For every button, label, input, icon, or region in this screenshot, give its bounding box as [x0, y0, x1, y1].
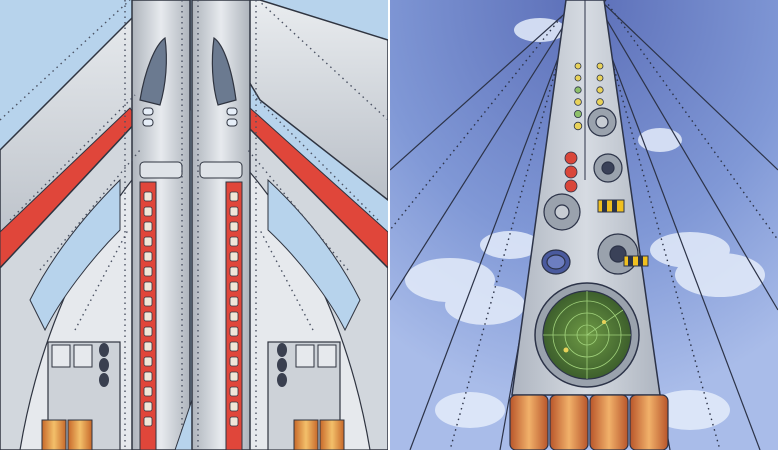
- dish-middle: [593, 153, 623, 183]
- engine-intake-2: [73, 344, 93, 368]
- exhaust-1: [293, 419, 319, 450]
- left-aircraft: [0, 0, 191, 450]
- exhaust-2: [319, 419, 345, 450]
- engine-vent-1: [277, 343, 287, 357]
- engine-vent-3: [277, 373, 287, 387]
- nose-window-2: [142, 118, 154, 127]
- dish-upper: [587, 107, 617, 137]
- radar-blip: [563, 347, 569, 353]
- indicator-lights: [564, 62, 604, 193]
- aircraft-illustration: [0, 0, 388, 450]
- wing-blue-inset: [29, 178, 121, 332]
- rivet-lines: [0, 0, 183, 450]
- nose-window-1: [226, 107, 238, 116]
- hatch: [139, 161, 183, 179]
- dish-right: [597, 233, 639, 275]
- cockpit: [211, 36, 237, 106]
- hazard-panel-2: [623, 255, 649, 267]
- nose-window-1: [142, 107, 154, 116]
- engine-intake-1: [51, 344, 71, 368]
- exhaust-2: [67, 419, 93, 450]
- radar-blip: [602, 320, 606, 324]
- thruster-1: [509, 394, 549, 450]
- thruster-4: [629, 394, 669, 450]
- porthole: [541, 249, 571, 275]
- rivet-seams: [390, 0, 778, 450]
- hatch: [199, 161, 243, 179]
- clouds: [405, 18, 765, 430]
- exhaust-1: [41, 419, 67, 450]
- rivet-lines: [197, 0, 388, 450]
- wing-blue-inset: [267, 178, 361, 332]
- aircraft-panel: [0, 0, 388, 450]
- engine-intake-1: [295, 344, 315, 368]
- engine-vent-2: [277, 358, 287, 372]
- cockpit: [139, 36, 167, 106]
- window-row: [143, 191, 153, 427]
- right-aircraft: [191, 0, 388, 450]
- panel-divider: [388, 0, 390, 450]
- engine-vent-2: [99, 358, 109, 372]
- dish-left: [543, 193, 581, 231]
- thruster-2: [549, 394, 589, 450]
- engine-vent-1: [99, 343, 109, 357]
- hazard-panel-1: [597, 199, 625, 213]
- rocket-panel: [390, 0, 778, 450]
- nose-window-2: [226, 118, 238, 127]
- rocket-illustration: [390, 0, 778, 450]
- thruster-3: [589, 394, 629, 450]
- engine-vent-3: [99, 373, 109, 387]
- window-row: [229, 191, 239, 427]
- engine-intake-2: [317, 344, 337, 368]
- thrusters: [509, 394, 669, 450]
- radar-screen: [534, 282, 640, 388]
